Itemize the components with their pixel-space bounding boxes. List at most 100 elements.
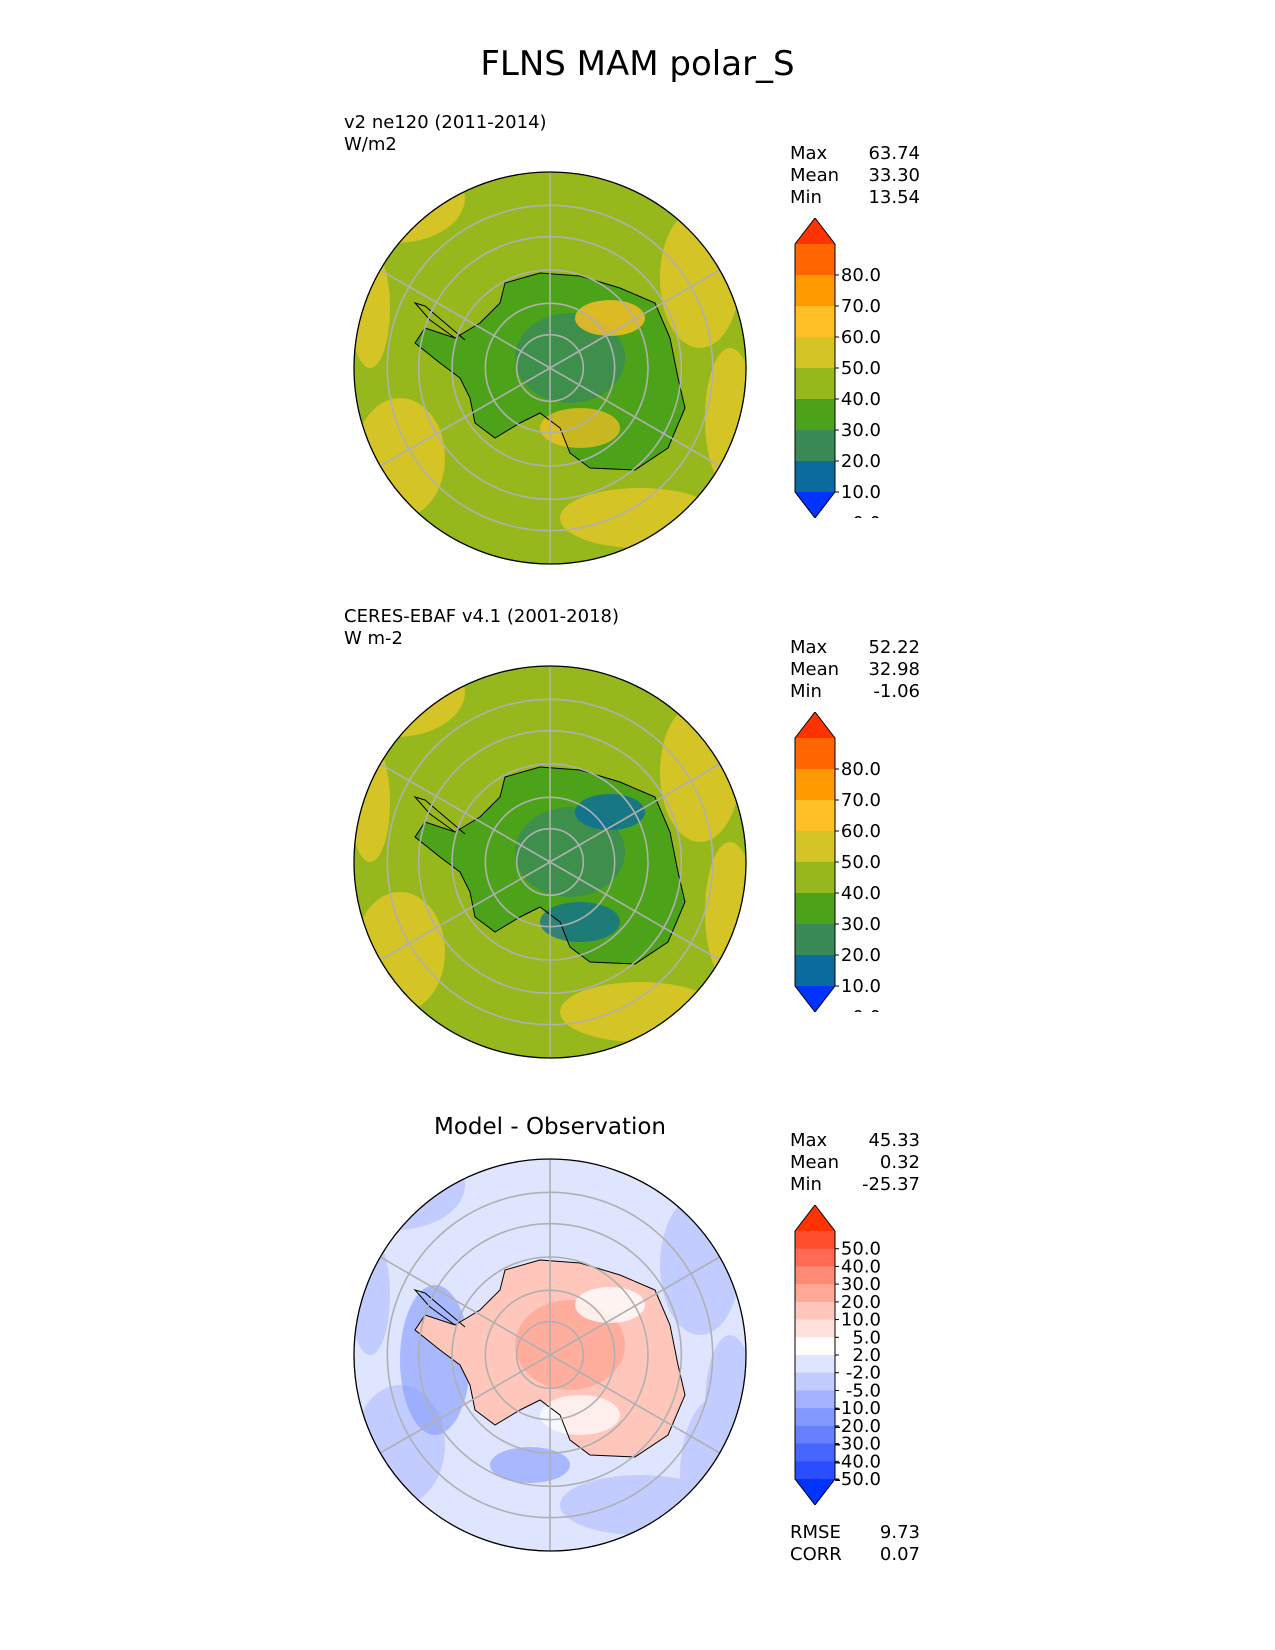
colorbar-segment [795, 769, 835, 801]
colorbar-tick-label: 5.0 [852, 1327, 881, 1348]
field-patch [354, 742, 390, 862]
stat-max-row: Max 45.33 [790, 1130, 920, 1151]
colorbar-extend-min [795, 1479, 835, 1505]
colorbar-tick-label: 60.0 [841, 327, 881, 348]
colorbar-segment [795, 1443, 835, 1462]
longitude-gridline [379, 269, 551, 369]
colorbar-segment [795, 399, 835, 431]
field-patch [540, 902, 620, 942]
colorbar-segment [795, 924, 835, 956]
longitude-gridline [549, 861, 721, 961]
field-patch [354, 248, 390, 368]
colorbar-tick-label: 10.0 [841, 1310, 881, 1331]
stat-max-row: Max 63.74 [790, 143, 920, 164]
panel-reference-label: CERES-EBAF v4.1 (2001-2018) [344, 606, 620, 627]
metric-corr-row: CORR 0.07 [790, 1544, 920, 1565]
field-patch [660, 702, 740, 842]
colorbar-extend-max [795, 218, 835, 244]
colorbar-tick-label: 80.0 [841, 759, 881, 780]
colorbar-segment [795, 862, 835, 894]
colorbar-tick-label: -30.0 [834, 1434, 881, 1455]
panel-test-units: W/m2 [344, 134, 397, 155]
colorbar-difference: 50.040.030.020.010.05.02.0-2.0-5.0-10.0-… [794, 1205, 881, 1505]
panel-difference-stats: Max 45.33 Mean 0.32 Min -25.37 [790, 1130, 920, 1196]
field-patch [355, 892, 445, 1012]
stat-min-row: Min -1.06 [790, 681, 920, 702]
colorbar-tick-label: 0.0 [852, 513, 881, 518]
colorbar-segment [795, 368, 835, 400]
longitude-gridline [379, 861, 551, 961]
field-patch [540, 1395, 620, 1435]
colorbar-tick-label: 20.0 [841, 945, 881, 966]
colorbar-segment [795, 461, 835, 493]
map-boundary [353, 1158, 747, 1552]
stat-min-row: Min 13.54 [790, 187, 920, 208]
longitude-gridline [549, 1256, 721, 1356]
colorbar-extend-max [795, 1205, 835, 1231]
panel-reference-header: CERES-EBAF v4.1 (2001-2018) W m-2 [344, 606, 619, 650]
coastline-peninsula [413, 1289, 466, 1328]
colorbar-segment [795, 1372, 835, 1391]
longitude-gridline [549, 367, 721, 467]
colorbar-segment [795, 831, 835, 863]
stat-min-row: Min -25.37 [790, 1174, 920, 1195]
colorbar-extend-min [795, 986, 835, 1012]
colorbar-segment [795, 244, 835, 276]
colorbar-tick-label: 10.0 [841, 976, 881, 997]
colorbar-segment [795, 1408, 835, 1427]
colorbar-segment [795, 1355, 835, 1374]
field-patch [540, 408, 620, 448]
stat-mean-row: Mean 0.32 [790, 1152, 920, 1173]
panel-difference-metrics: RMSE 9.73 CORR 0.07 [790, 1522, 920, 1566]
colorbar-segment [795, 893, 835, 925]
colorbar-extend-min [795, 492, 835, 518]
coastline-peninsula [413, 796, 466, 835]
colorbar-segment [795, 1231, 835, 1250]
panel-test-header: v2 ne120 (2011-2014) W/m2 [344, 112, 547, 156]
stat-max-row: Max 52.22 [790, 637, 920, 658]
colorbar-tick-label: 50.0 [841, 358, 881, 379]
colorbar-tick-label: 30.0 [841, 914, 881, 935]
map-boundary [353, 665, 747, 1059]
coastline-peninsula [413, 302, 466, 341]
panel-reference-units: W m-2 [344, 628, 404, 649]
stat-mean-row: Mean 32.98 [790, 659, 920, 680]
colorbar-tick-label: -20.0 [834, 1416, 881, 1437]
colorbar-segment [795, 800, 835, 832]
field-patch [680, 1395, 746, 1551]
colorbar-tick-label: 30.0 [841, 420, 881, 441]
longitude-gridline [549, 269, 721, 369]
colorbar-tick-label: 40.0 [841, 1256, 881, 1277]
colorbar-tick-label: 20.0 [841, 451, 881, 472]
field-patch [660, 1195, 740, 1335]
colorbar-tick-label: 2.0 [852, 1345, 881, 1366]
colorbar-tick-label: 40.0 [841, 883, 881, 904]
colorbar-tick-label: 10.0 [841, 482, 881, 503]
longitude-gridline [379, 1354, 551, 1454]
longitude-gridline [549, 763, 721, 863]
longitude-gridline [379, 763, 551, 863]
colorbar-segment [795, 430, 835, 462]
colorbar-test: 80.0 70.0 60.0 50.0 40.0 30.0 20.0 10.0 0.0 [794, 218, 881, 518]
colorbar-tick-label: 50.0 [841, 1239, 881, 1260]
panel-reference-stats: Max 52.22 Mean 32.98 Min -1.06 [790, 637, 920, 703]
stat-mean-row: Mean 33.30 [790, 165, 920, 186]
longitude-gridline [549, 1354, 721, 1454]
colorbar-segment [795, 275, 835, 307]
field-patch [560, 982, 720, 1042]
colorbar-segment [795, 1425, 835, 1445]
colorbar-segment [795, 738, 835, 770]
colorbar-segment [795, 306, 835, 338]
colorbar-segment [795, 1301, 835, 1321]
longitude-gridline [379, 1256, 551, 1356]
panel-test-label: v2 ne120 (2011-2014) [344, 112, 547, 133]
colorbar-tick-label: 0.0 [852, 1007, 881, 1012]
colorbar-segment [795, 1461, 835, 1480]
field-patch [660, 208, 740, 348]
colorbar-tick-label: 20.0 [841, 1292, 881, 1313]
polar-map-difference [353, 1158, 747, 1552]
colorbar-tick-label: -50.0 [834, 1469, 881, 1490]
colorbar-reference: 80.0 70.0 60.0 50.0 40.0 30.0 20.0 10.0 0.0 [794, 712, 881, 1012]
colorbar-tick-label: 70.0 [841, 790, 881, 811]
polar-map-test [353, 171, 747, 565]
